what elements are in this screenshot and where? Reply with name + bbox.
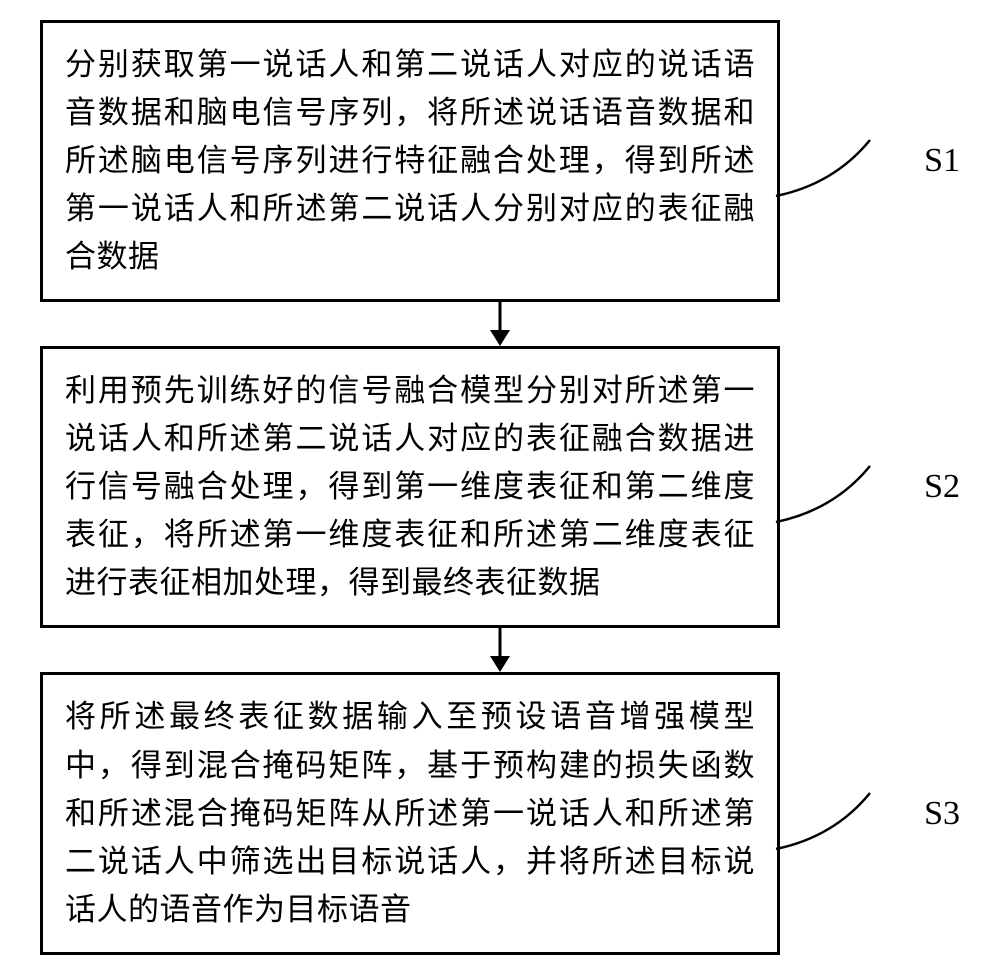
- label-col-2: S2: [780, 468, 960, 506]
- connector-curve-2: [774, 462, 882, 542]
- arrow-down-icon: [480, 302, 520, 346]
- label-col-1: S1: [780, 142, 960, 180]
- connector-curve-3: [774, 789, 882, 869]
- step-box-3: 将所述最终表征数据输入至预设语音增强模型中，得到混合掩码矩阵，基于预构建的损失函…: [40, 672, 780, 954]
- arrow-down-icon: [480, 628, 520, 672]
- flowchart-container: 分别获取第一说话人和第二说话人对应的说话语音数据和脑电信号序列，将所述说话语音数…: [40, 20, 960, 955]
- step-label-3: S3: [924, 795, 960, 833]
- step-row-3: 将所述最终表征数据输入至预设语音增强模型中，得到混合掩码矩阵，基于预构建的损失函…: [40, 672, 960, 954]
- connector-curve-1: [774, 136, 882, 216]
- step-text-3: 将所述最终表征数据输入至预设语音增强模型中，得到混合掩码矩阵，基于预构建的损失函…: [65, 699, 755, 926]
- arrow-2: [130, 628, 870, 672]
- step-row-1: 分别获取第一说话人和第二说话人对应的说话语音数据和脑电信号序列，将所述说话语音数…: [40, 20, 960, 302]
- step-text-1: 分别获取第一说话人和第二说话人对应的说话语音数据和脑电信号序列，将所述说话语音数…: [65, 47, 755, 274]
- arrow-1: [130, 302, 870, 346]
- step-box-1: 分别获取第一说话人和第二说话人对应的说话语音数据和脑电信号序列，将所述说话语音数…: [40, 20, 780, 302]
- step-text-2: 利用预先训练好的信号融合模型分别对所述第一说话人和所述第二说话人对应的表征融合数…: [65, 373, 755, 600]
- step-box-2: 利用预先训练好的信号融合模型分别对所述第一说话人和所述第二说话人对应的表征融合数…: [40, 346, 780, 628]
- step-label-2: S2: [924, 468, 960, 506]
- step-label-1: S1: [924, 142, 960, 180]
- label-col-3: S3: [780, 795, 960, 833]
- step-row-2: 利用预先训练好的信号融合模型分别对所述第一说话人和所述第二说话人对应的表征融合数…: [40, 346, 960, 628]
